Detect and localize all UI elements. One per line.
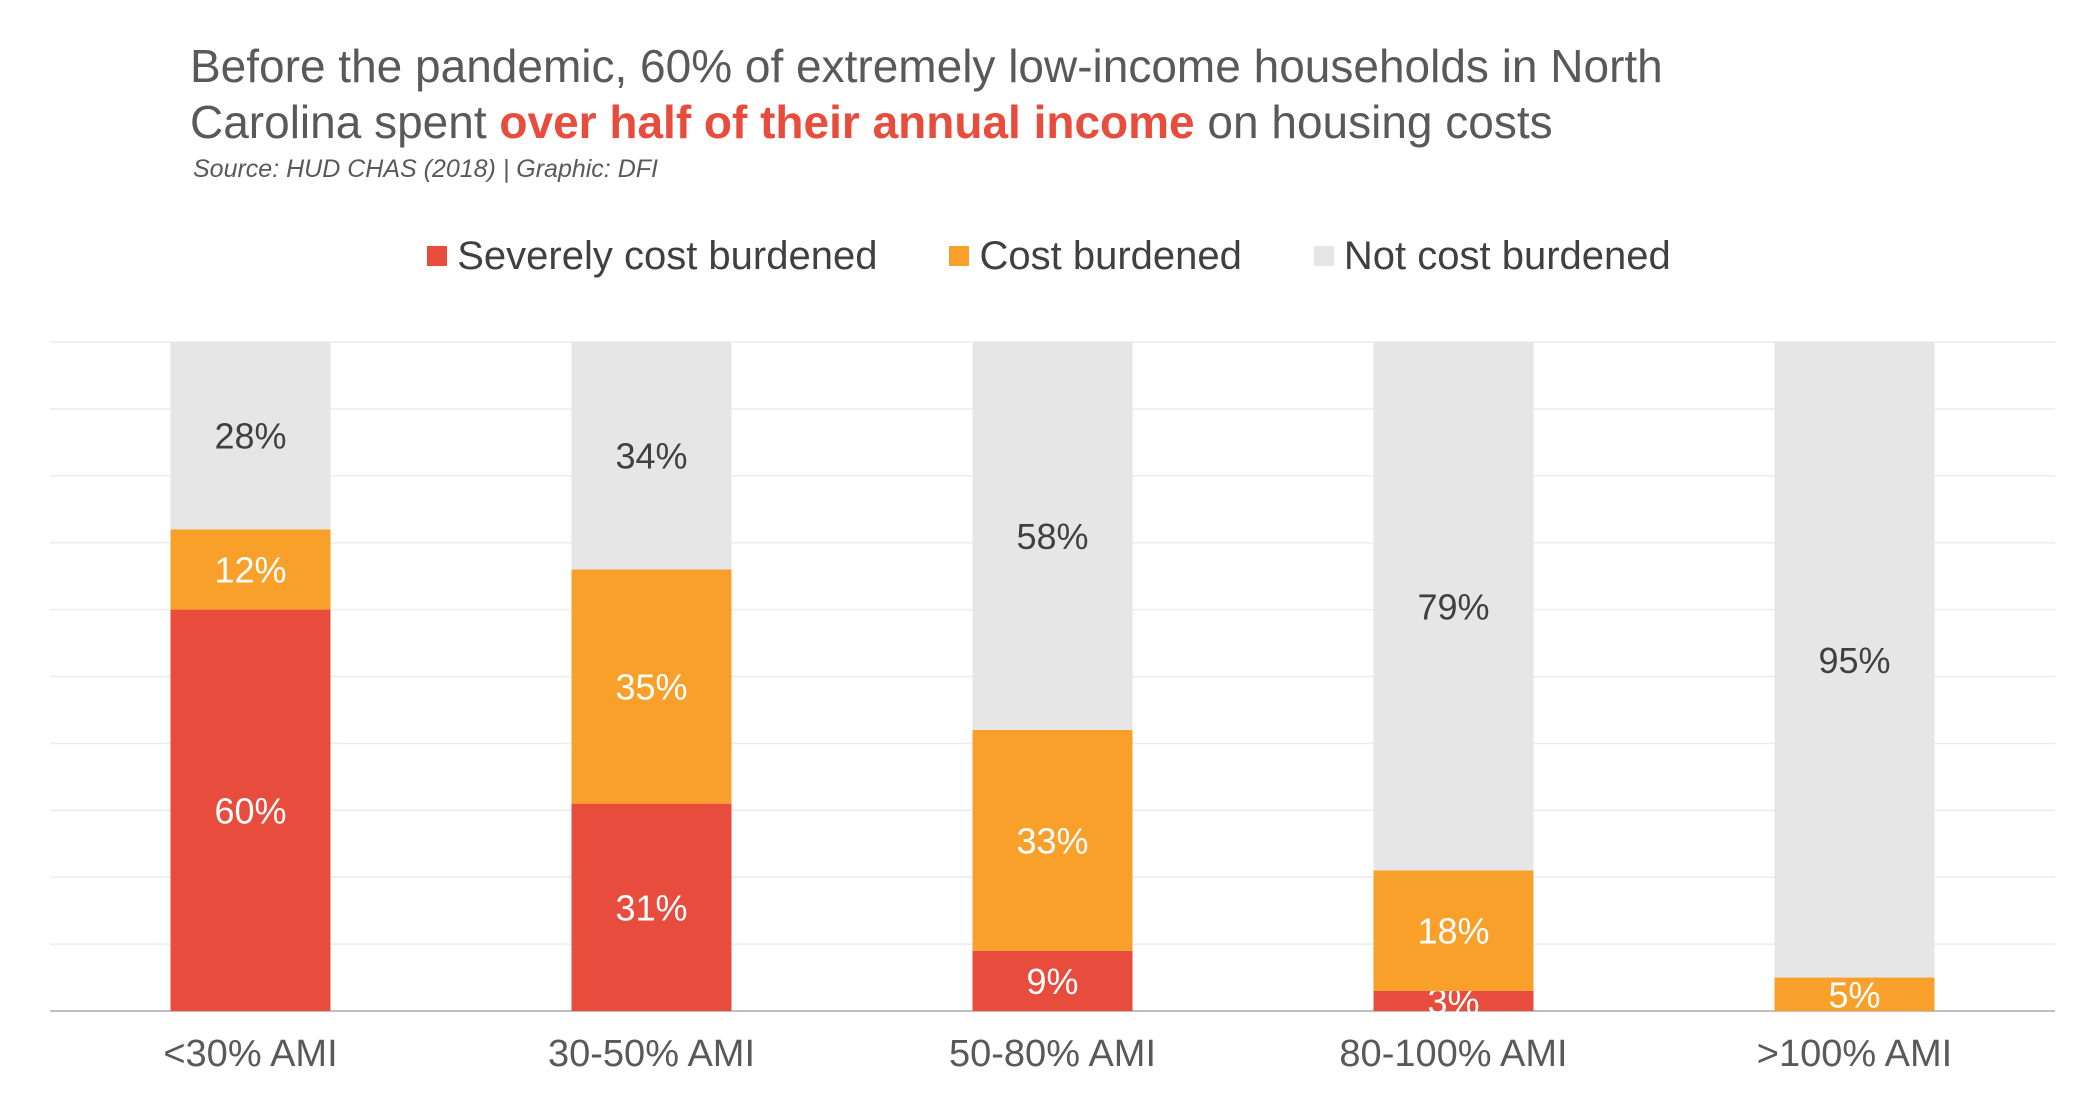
source-note: Source: HUD CHAS (2018) | Graphic: DFI	[193, 155, 658, 183]
bar-segment-severely	[170, 609, 331, 1011]
x-tick-label: 80-100% AMI	[1339, 1033, 1567, 1075]
data-label: 12%	[214, 549, 286, 590]
title-highlight: over half of their annual income	[499, 96, 1195, 148]
bar-segment-cost	[170, 529, 331, 610]
data-label: 28%	[214, 416, 286, 457]
legend-item-cost: Cost burdened	[949, 233, 1242, 279]
data-label: 79%	[1417, 586, 1489, 627]
bar-segment-severely	[571, 803, 732, 1011]
bar-segment-severely	[972, 950, 1133, 1011]
title-line2-post: on housing costs	[1194, 96, 1553, 148]
bar-segment-not	[1774, 342, 1935, 978]
x-tick-label: <30% AMI	[163, 1033, 337, 1075]
title-line2-pre: Carolina spent	[190, 96, 500, 148]
bar-segment-cost	[571, 569, 732, 804]
data-label: 58%	[1016, 516, 1088, 557]
bar-segment-not	[972, 342, 1133, 731]
data-label: 95%	[1818, 640, 1890, 681]
legend-label-cost: Cost burdened	[979, 233, 1242, 278]
chart-title: Before the pandemic, 60% of extremely lo…	[190, 38, 2070, 150]
legend-item-not: Not cost burdened	[1313, 233, 1671, 279]
legend-label-not: Not cost burdened	[1343, 233, 1671, 278]
data-label: 35%	[615, 667, 687, 708]
legend-item-severely: Severely cost burdened	[427, 234, 877, 279]
bar-segment-cost	[1373, 870, 1534, 991]
data-label: 9%	[1026, 961, 1078, 1002]
legend: Severely cost burdened Cost burdened Not…	[0, 226, 2098, 286]
bar-segment-cost	[1774, 977, 1935, 1011]
title-line1: Before the pandemic, 60% of extremely lo…	[190, 40, 1663, 92]
bar-segment-not	[1373, 342, 1534, 871]
data-label: 18%	[1417, 911, 1489, 952]
x-tick-label: 50-80% AMI	[949, 1033, 1156, 1075]
data-label: 33%	[1016, 820, 1088, 861]
bar-segment-not	[571, 342, 732, 570]
x-tick-label: >100% AMI	[1757, 1033, 1952, 1075]
data-label: 31%	[615, 887, 687, 928]
legend-label-severely: Severely cost burdened	[457, 233, 878, 278]
legend-swatch-not	[1313, 246, 1334, 266]
data-label: 60%	[214, 790, 286, 831]
x-tick-label: 30-50% AMI	[548, 1033, 755, 1075]
bar-segment-cost	[972, 730, 1133, 951]
bar-segment-severely	[1373, 990, 1534, 1011]
data-label: 34%	[615, 436, 687, 477]
bar-segment-not	[170, 342, 331, 530]
legend-swatch-cost	[949, 246, 970, 266]
legend-swatch-severely	[427, 246, 448, 266]
data-label: 5%	[1828, 974, 1880, 1015]
